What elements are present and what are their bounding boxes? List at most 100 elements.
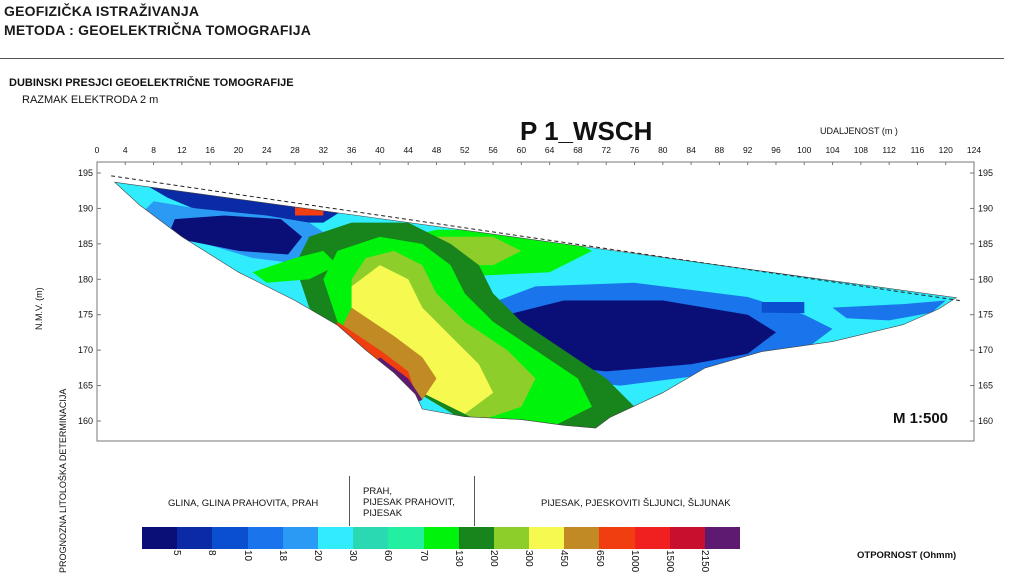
color-bar-cell — [564, 527, 600, 549]
x-tick-label: 120 — [939, 145, 953, 155]
color-bar-cell — [142, 527, 178, 549]
y-tick-label-right: 195 — [978, 168, 993, 178]
zone2-line: PIJESAK PRAHOVIT, — [363, 497, 455, 508]
color-bar-cell — [705, 527, 741, 549]
small-low-pocket — [761, 302, 805, 314]
color-bar-cell — [177, 527, 213, 549]
zone2-line: PRAH, — [363, 486, 393, 497]
color-bar-cell — [458, 527, 494, 549]
color-bar-cell — [388, 527, 424, 549]
y-tick-label-right: 185 — [978, 239, 993, 249]
green-shoulder — [252, 250, 338, 283]
color-bar-cell — [493, 527, 530, 549]
axis-frame — [96, 161, 975, 442]
color-bar-tick-label: 1500 — [664, 550, 675, 573]
section-title: DUBINSKI PRESJCI GEOELEKTRIČNE TOMOGRAFI… — [9, 77, 294, 89]
x-tick-label: 8 — [151, 145, 156, 155]
color-bar-cell — [282, 527, 318, 549]
x-tick-label: 76 — [630, 145, 640, 155]
x-tick-label: 92 — [743, 145, 753, 155]
color-bar-tick-label: 130 — [452, 550, 464, 567]
y-tick-label-left: 160 — [78, 416, 93, 426]
x-tick-label: 0 — [95, 145, 100, 155]
color-bar-tick-label: 70 — [417, 550, 429, 562]
color-bar-tick-label: 300 — [523, 550, 535, 567]
y-tick-label-left: 185 — [78, 239, 93, 249]
x-tick-label: 112 — [882, 145, 896, 155]
color-bar-tick-label: 18 — [276, 550, 288, 562]
y-tick-label-right: 170 — [978, 345, 993, 355]
section-outline — [113, 181, 958, 429]
x-tick-label: 64 — [545, 145, 555, 155]
lithology-zone-silt: PRAH, PIJESAK PRAHOVIT, PIJESAK — [363, 486, 455, 519]
resistivity-unit-label: OTPORNOST (Ohmm) — [857, 550, 957, 561]
surface-and-outline — [111, 175, 960, 429]
x-tick-label: 24 — [262, 145, 272, 155]
color-bar-cell — [669, 527, 705, 549]
x-tick-label: 44 — [403, 145, 413, 155]
x-tick-label: 104 — [825, 145, 839, 155]
x-tick-label: 72 — [601, 145, 611, 155]
lithology-zone-clay: GLINA, GLINA PRAHOVITA, PRAH — [168, 498, 319, 509]
color-bar-tick-label: 2150 — [699, 550, 711, 573]
x-tick-label: 16 — [205, 145, 215, 155]
x-tick-label: 80 — [658, 145, 668, 155]
lithology-axis-label: PROGNOZNA LITOLOŠKA DETERMINACIJA — [58, 388, 68, 573]
y-tick-label-left: 165 — [78, 381, 93, 391]
color-bar-cell — [353, 527, 389, 549]
x-tick-label: 124 — [967, 145, 981, 155]
zone2-line: PIJESAK — [363, 508, 403, 519]
x-tick-label: 56 — [488, 145, 498, 155]
y-tick-label-right: 175 — [978, 310, 993, 320]
ground-surface-line — [111, 175, 960, 302]
x-tick-label: 4 — [123, 145, 128, 155]
map-scale: M 1:500 — [893, 410, 949, 427]
axis-ticks: 0 4 8 12 16 20 24 28 32 36 40 44 48 52 56 60 64 68 72 76 80 8… — [78, 145, 993, 426]
color-bar-cell — [212, 527, 248, 549]
electrode-spacing-label: RAZMAK ELEKTRODA 2 m — [22, 94, 159, 106]
sand-zone-core — [507, 300, 776, 372]
x-tick-label: 88 — [715, 145, 725, 155]
color-bar-tick-label: 8 — [206, 550, 218, 556]
x-tick-label: 20 — [234, 145, 244, 155]
profile-title: P 1_WSCH — [520, 116, 653, 146]
x-tick-label: 60 — [517, 145, 527, 155]
x-tick-label: 32 — [319, 145, 329, 155]
x-tick-label: 68 — [573, 145, 583, 155]
x-tick-label: 96 — [771, 145, 781, 155]
x-tick-label: 108 — [854, 145, 868, 155]
color-bar-cell — [317, 527, 354, 549]
color-bar-cell — [599, 527, 635, 549]
color-bar-tick-label: 1000 — [628, 550, 640, 573]
sand-silt-core — [351, 265, 494, 414]
y-axis-label: N.M.V. (m) — [34, 287, 44, 330]
color-bar-cell — [247, 527, 283, 549]
medium-resistivity-zone — [337, 307, 437, 400]
y-tick-label-right: 180 — [978, 274, 993, 284]
report-title: GEOFIZIČKA ISTRAŽIVANJA — [4, 3, 200, 19]
color-bar-tick-label: 60 — [382, 550, 394, 562]
x-tick-label: 100 — [797, 145, 811, 155]
y-tick-label-right: 165 — [978, 381, 993, 391]
color-bar-cell — [634, 527, 670, 549]
resistivity-color-bar — [142, 527, 741, 549]
y-tick-label-left: 180 — [78, 274, 93, 284]
x-tick-label: 28 — [290, 145, 300, 155]
x-tick-label: 48 — [432, 145, 442, 155]
method-title: METODA : GEOELEKTRIČNA TOMOGRAFIJA — [4, 22, 312, 38]
color-bar-tick-label: 5 — [171, 550, 183, 556]
right-edge-low — [832, 300, 946, 321]
clay-core — [167, 215, 303, 255]
y-tick-label-right: 160 — [978, 416, 993, 426]
x-tick-label: 84 — [686, 145, 696, 155]
header-divider — [0, 58, 1004, 59]
color-bar-tick-label: 650 — [593, 550, 605, 567]
color-bar-tick-label: 450 — [558, 550, 570, 567]
y-tick-label-left: 195 — [78, 168, 93, 178]
x-tick-label: 36 — [347, 145, 357, 155]
lithology-zone-sand-gravel: PIJESAK, PJESKOVITI ŠLJUNCI, ŠLJUNAK — [541, 498, 731, 509]
color-bar-cell — [423, 527, 459, 549]
color-bar-tick-label: 10 — [241, 550, 253, 562]
x-tick-label: 116 — [911, 145, 925, 155]
